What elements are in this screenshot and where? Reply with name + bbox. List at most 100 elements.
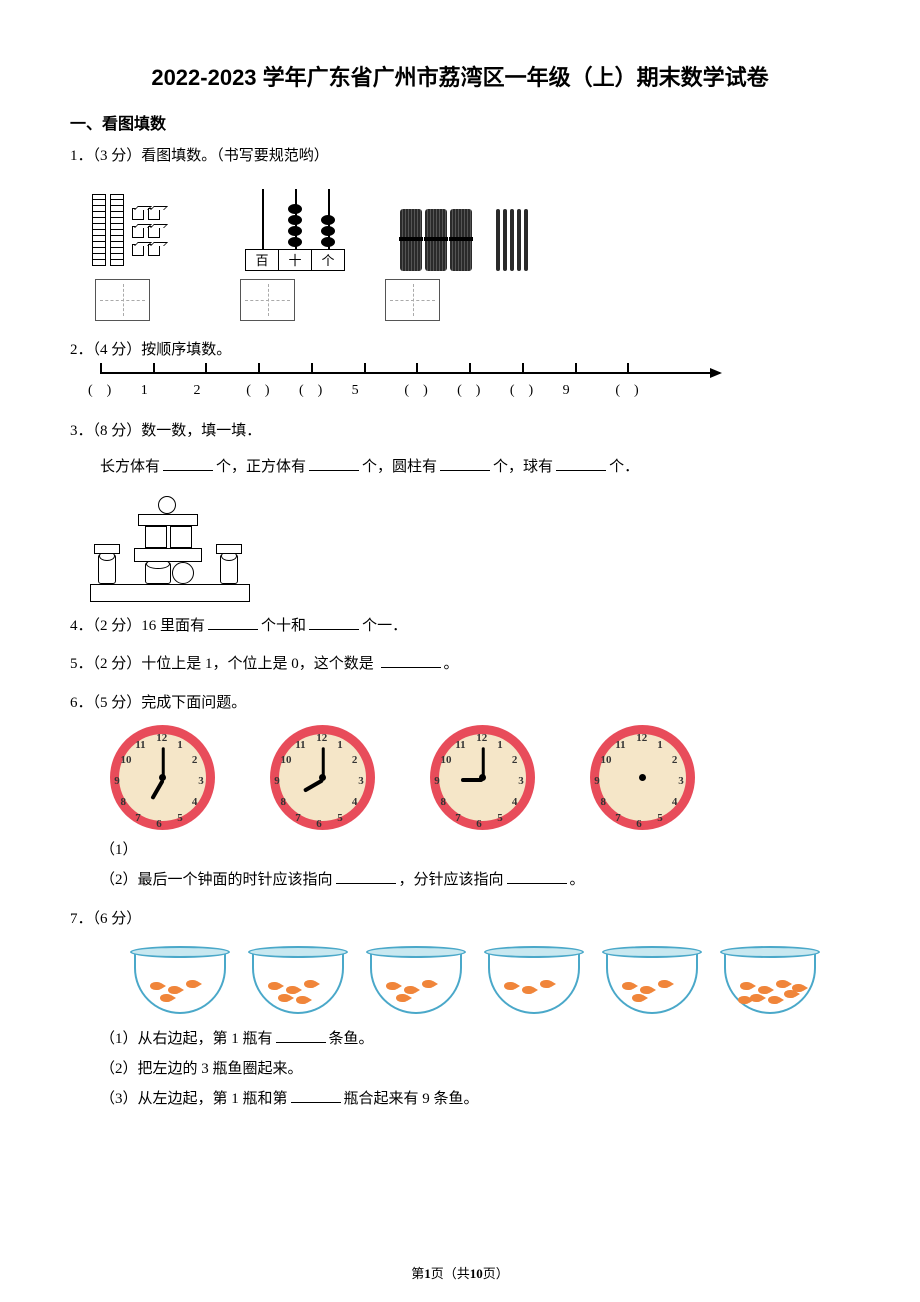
- fish-icon: [304, 980, 316, 988]
- answer-box[interactable]: [240, 279, 295, 321]
- footer-text: 页（共: [431, 1266, 470, 1281]
- blank[interactable]: [309, 455, 359, 471]
- clock-number: 4: [512, 792, 518, 813]
- q5-end: 。: [444, 656, 459, 672]
- shapes-figure: [90, 487, 260, 602]
- clock-number: 1: [177, 735, 183, 756]
- fishbowl: [366, 942, 466, 1014]
- fish-icon: [168, 986, 180, 994]
- clock: 121234567891011: [430, 725, 535, 830]
- q-pts: （4 分）: [93, 342, 142, 358]
- clock-number: 5: [337, 808, 343, 829]
- clock-number: 2: [512, 750, 518, 771]
- clock-number: 5: [497, 808, 503, 829]
- blank[interactable]: [556, 455, 606, 471]
- q-num: 2．: [70, 342, 93, 358]
- fish-icon: [792, 984, 804, 992]
- blank[interactable]: [440, 455, 490, 471]
- clock-number: 11: [615, 735, 625, 756]
- clock-number: 12: [316, 728, 327, 749]
- blank[interactable]: [309, 614, 359, 630]
- q-text: 完成下面问题。: [141, 695, 246, 711]
- q-num: 7．: [70, 911, 93, 927]
- abacus-col-label: 十: [279, 250, 312, 270]
- answer-box[interactable]: [385, 279, 440, 321]
- fish-icon: [150, 982, 162, 990]
- clock-number: 4: [192, 792, 198, 813]
- fish-icon: [268, 982, 280, 990]
- fish-icon: [396, 994, 408, 1002]
- q-pts: （2 分）: [93, 618, 142, 634]
- fish-icon: [632, 994, 644, 1002]
- fish-icon: [286, 986, 298, 994]
- q-pts: （2 分）: [93, 656, 142, 672]
- clock-number: 6: [476, 814, 482, 835]
- fishbowl: [248, 942, 348, 1014]
- blank[interactable]: [163, 455, 213, 471]
- question-3: 3．（8 分）数一数，填一填． 长方体有个，正方体有个，圆柱有个，球有个．: [70, 417, 850, 602]
- blank[interactable]: [208, 614, 258, 630]
- bowls-row: [130, 942, 820, 1014]
- q-num: 6．: [70, 695, 93, 711]
- clock-number: 12: [476, 728, 487, 749]
- fish-icon: [422, 980, 434, 988]
- clock-number: 1: [337, 735, 343, 756]
- q7-sub3b: 瓶合起来有 9 条鱼。: [344, 1091, 479, 1107]
- clock-number: 9: [434, 771, 440, 792]
- fish-icon: [640, 986, 652, 994]
- question-2: 2．（4 分）按顺序填数。 ( )12( )( )5( )( )( )9( ): [70, 336, 850, 405]
- blank[interactable]: [291, 1087, 341, 1103]
- fishbowl: [484, 942, 584, 1014]
- question-4: 4．（2 分）16 里面有个十和个一．: [70, 612, 850, 641]
- clock-number: 1: [497, 735, 503, 756]
- clock-number: 7: [615, 808, 621, 829]
- clock-number: 2: [352, 750, 358, 771]
- blank[interactable]: [381, 652, 441, 668]
- q-text: 看图填数。（书写要规范哟）: [141, 148, 329, 164]
- clock-number: 7: [135, 808, 141, 829]
- blank[interactable]: [336, 868, 396, 884]
- q6-sub2b: ，分针应该指向: [399, 872, 504, 888]
- clock-number: 6: [156, 814, 162, 835]
- clock-number: 12: [636, 728, 647, 749]
- q3-d: 个，球有: [493, 459, 553, 475]
- clock-number: 2: [672, 750, 678, 771]
- question-5: 5．（2 分）十位上是 1，个位上是 0，这个数是 。: [70, 650, 850, 679]
- clock-number: 3: [358, 771, 364, 792]
- clock: 121234567891011: [110, 725, 215, 830]
- fishbowl: [720, 942, 820, 1014]
- fishbowl: [130, 942, 230, 1014]
- clock-number: 9: [114, 771, 120, 792]
- q7-sub3a: （3）从左边起，第 1 瓶和第: [100, 1091, 288, 1107]
- blank[interactable]: [276, 1027, 326, 1043]
- clock-number: 11: [295, 735, 305, 756]
- q6-sub1: （1）: [100, 842, 138, 858]
- fish-icon: [278, 994, 290, 1002]
- fish-icon: [296, 996, 308, 1004]
- clock-number: 10: [281, 750, 292, 771]
- fishbowl: [602, 942, 702, 1014]
- clock-number: 4: [352, 792, 358, 813]
- fish-icon: [540, 980, 552, 988]
- question-1: 1．（3 分）看图填数。（书写要规范哟） 百 十: [70, 142, 850, 321]
- q5-text: 十位上是 1，个位上是 0，这个数是: [141, 656, 374, 672]
- fish-icon: [186, 980, 198, 988]
- clock-number: 10: [441, 750, 452, 771]
- numline-label: ( ): [615, 378, 680, 405]
- q3-b: 个，正方体有: [216, 459, 306, 475]
- clock-number: 11: [135, 735, 145, 756]
- q1-figures: 百 十 个: [90, 176, 850, 271]
- question-7: 7．（6 分） （1）从右边起，第 1 瓶有条鱼。 （2）把左边的 3 瓶鱼圈起…: [70, 905, 850, 1114]
- clock-number: 3: [198, 771, 204, 792]
- blank[interactable]: [507, 868, 567, 884]
- clock-number: 3: [518, 771, 524, 792]
- q7-sub1a: （1）从右边起，第 1 瓶有: [100, 1031, 273, 1047]
- q-pts: （8 分）: [93, 423, 142, 439]
- q3-e: 个．: [609, 459, 639, 475]
- q3-a: 长方体有: [100, 459, 160, 475]
- q-text: 按顺序填数。: [141, 342, 231, 358]
- answer-box[interactable]: [95, 279, 150, 321]
- q-pts: （5 分）: [93, 695, 142, 711]
- page-title: 2022-2023 学年广东省广州市荔湾区一年级（上）期末数学试卷: [70, 60, 850, 92]
- fish-icon: [776, 980, 788, 988]
